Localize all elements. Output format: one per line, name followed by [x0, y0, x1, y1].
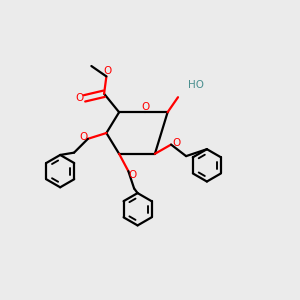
Text: O: O [79, 132, 87, 142]
Text: O: O [128, 170, 136, 180]
Text: O: O [141, 102, 149, 112]
Text: O: O [75, 93, 83, 103]
Text: HO: HO [188, 80, 204, 89]
Text: O: O [172, 138, 180, 148]
Text: O: O [103, 66, 112, 76]
